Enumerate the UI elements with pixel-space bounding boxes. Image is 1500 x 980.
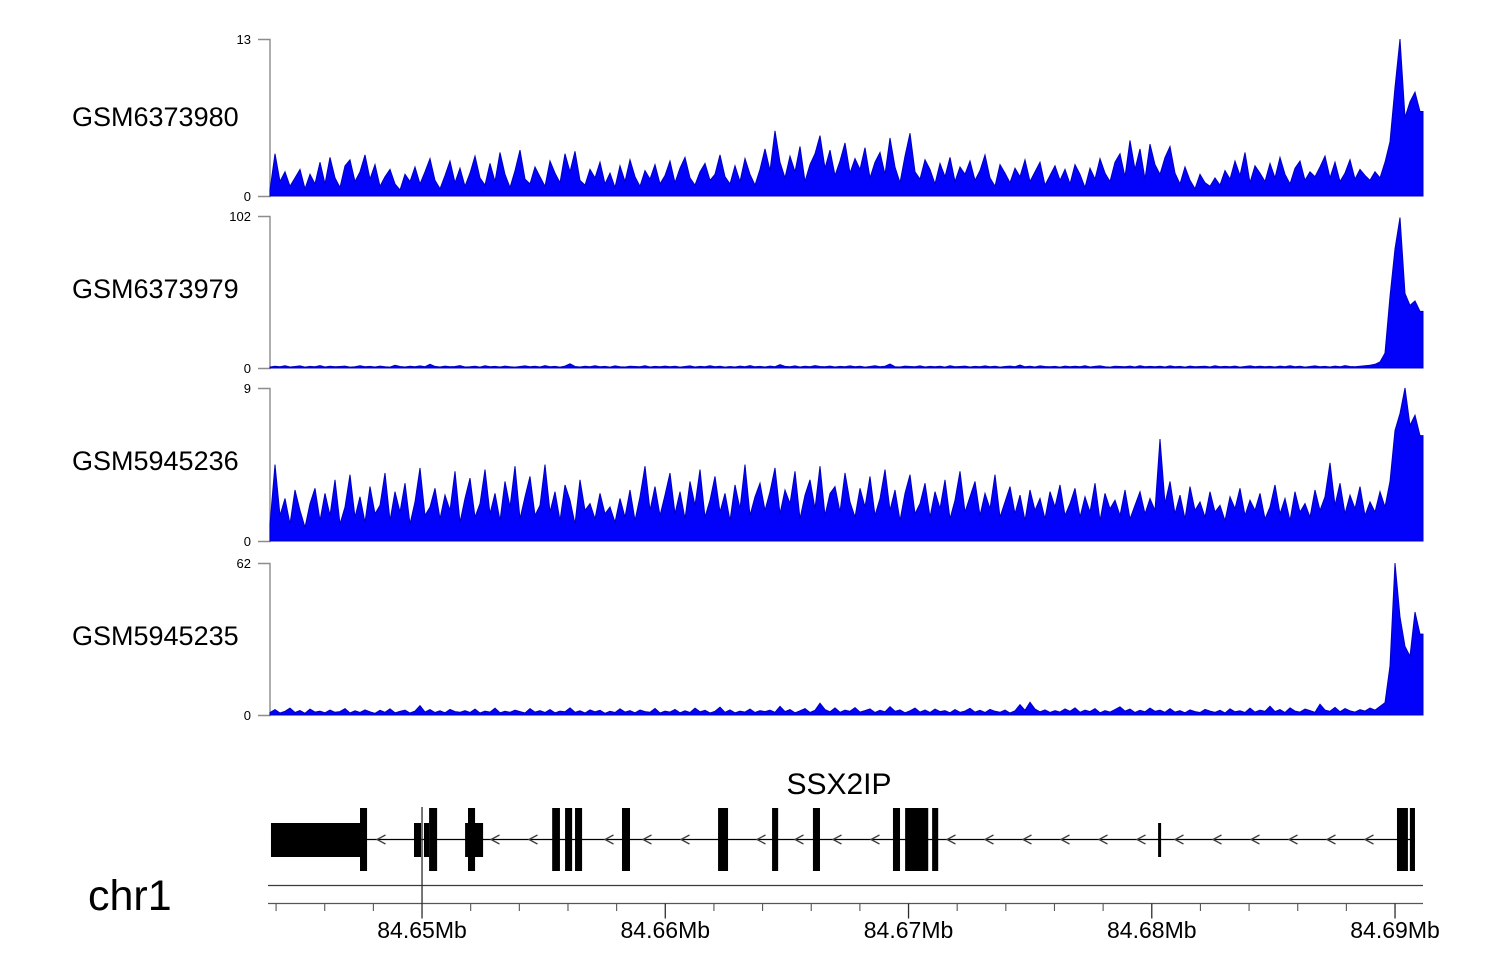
strand-arrow-icon	[603, 834, 614, 845]
exon-rect	[718, 808, 729, 871]
axis-tick-label: 84.65Mb	[377, 917, 467, 943]
exon-rect	[270, 823, 363, 857]
axis-tick-label: 84.67Mb	[864, 917, 954, 943]
coverage-polygon	[269, 38, 1424, 197]
strand-arrow-icon	[679, 834, 690, 845]
strand-arrow-icon	[1325, 834, 1336, 845]
exon-rect	[932, 808, 939, 871]
track-y-axis	[258, 562, 271, 717]
gene-name-label: SSX2IP	[786, 768, 892, 801]
strand-arrow-icon	[1021, 834, 1032, 845]
exon-rect	[1409, 808, 1415, 871]
exon-rect	[1158, 823, 1162, 857]
strand-arrow-icon	[1363, 834, 1374, 845]
exon-rect	[360, 808, 368, 871]
track-ymin-label: 0	[244, 534, 251, 549]
strand-arrow-icon	[1211, 834, 1222, 845]
track-ymax-label: 102	[229, 209, 251, 224]
track-label: GSM5945236	[72, 446, 239, 476]
strand-arrow-icon	[1249, 834, 1260, 845]
exon-rect	[892, 808, 901, 871]
exon-rect	[621, 808, 631, 871]
exon-rect	[1396, 808, 1408, 871]
exon-rect	[468, 808, 476, 871]
track-label: GSM5945235	[72, 621, 239, 651]
strand-arrow-icon	[755, 834, 766, 845]
axis-tick-label: 84.69Mb	[1350, 917, 1440, 943]
coverage-polygon	[269, 562, 1424, 716]
strand-arrow-icon	[983, 834, 994, 845]
track-ymin-label: 0	[244, 361, 251, 376]
strand-arrow-icon	[489, 834, 500, 845]
track-label: GSM6373979	[72, 274, 239, 304]
coverage-polygon	[269, 387, 1424, 542]
chromosome-label: chr1	[88, 872, 172, 920]
strand-arrow-icon	[1097, 834, 1108, 845]
track-ymax-label: 62	[237, 556, 251, 571]
track-label: GSM6373980	[72, 102, 239, 132]
strand-arrow-icon	[1173, 834, 1184, 845]
exon-rect	[565, 808, 573, 871]
exon-rect	[812, 808, 820, 871]
coverage-polygon	[269, 217, 1424, 369]
axis-tick-label: 84.68Mb	[1107, 917, 1197, 943]
exon-rect	[414, 823, 422, 857]
axis-tick-label: 84.66Mb	[621, 917, 711, 943]
exon-rect	[423, 823, 430, 857]
strand-arrow-icon	[831, 834, 842, 845]
exon-rect	[575, 808, 583, 871]
strand-arrow-icon	[527, 834, 538, 845]
exon-rect	[905, 808, 929, 871]
strand-arrow-icon	[793, 834, 804, 845]
strand-arrow-icon	[1059, 834, 1070, 845]
strand-arrow-icon	[641, 834, 652, 845]
track-y-axis	[258, 38, 271, 198]
strand-arrow-icon	[1135, 834, 1146, 845]
track-y-axis	[258, 215, 271, 370]
track-ymin-label: 0	[244, 708, 251, 723]
strand-arrow-icon	[375, 834, 386, 845]
strand-arrow-icon	[945, 834, 956, 845]
track-y-axis	[258, 387, 271, 543]
exon-rect	[429, 808, 438, 871]
strand-arrow-icon	[1287, 834, 1298, 845]
exon-rect	[772, 808, 779, 871]
track-ymax-label: 13	[237, 32, 251, 47]
track-ymin-label: 0	[244, 189, 251, 204]
exon-rect	[552, 808, 560, 871]
track-ymax-label: 9	[244, 381, 251, 396]
strand-arrow-icon	[869, 834, 880, 845]
